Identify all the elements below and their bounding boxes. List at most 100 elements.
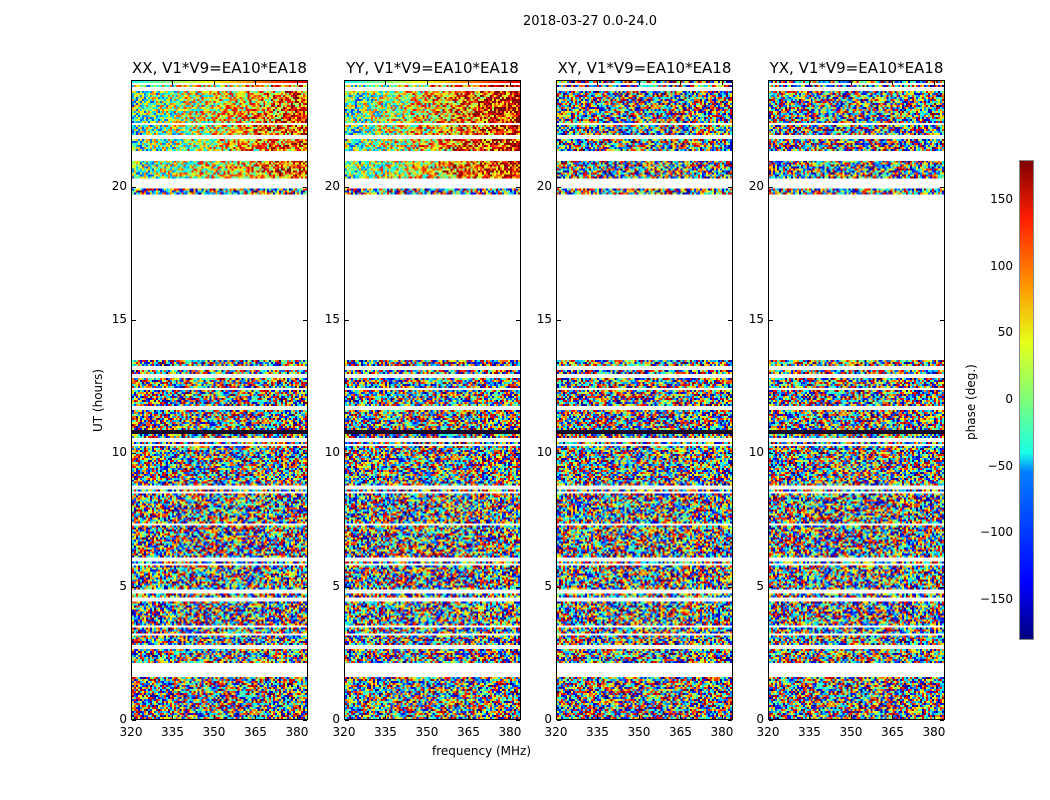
y-tick-label: 10 — [324, 445, 340, 460]
x-tick-mark — [172, 81, 174, 85]
x-tick-label: 350 — [839, 725, 863, 739]
y-tick-label: 10 — [748, 445, 764, 460]
y-tick-label: 15 — [536, 312, 552, 326]
x-tick-label: 365 — [457, 725, 480, 739]
y-tick-mark — [557, 720, 561, 721]
x-tick-mark — [556, 81, 557, 85]
y-tick-mark — [728, 186, 732, 188]
x-tick-label: 350 — [627, 725, 651, 739]
x-tick-label: 380 — [285, 725, 309, 739]
colorbar-tick-label: 100 — [990, 258, 1013, 273]
x-tick-mark — [809, 81, 811, 85]
x-tick-mark — [892, 715, 894, 719]
x-tick-mark — [892, 81, 894, 85]
y-tick-label: 0 — [544, 712, 552, 726]
panel-title: XX, V1*V9=EA10*EA18 — [132, 59, 307, 77]
x-tick-mark — [638, 81, 640, 85]
y-tick-mark — [132, 720, 136, 721]
x-tick-mark — [172, 715, 174, 719]
x-tick-mark — [296, 715, 298, 719]
x-tick-mark — [131, 81, 132, 85]
x-tick-label: 350 — [202, 725, 226, 739]
y-tick-mark — [303, 720, 307, 721]
x-tick-mark — [597, 715, 599, 719]
figure-title: 2018-03-27 0.0-24.0 — [523, 14, 657, 29]
x-tick-mark — [850, 715, 852, 719]
panel-title: YY, V1*V9=EA10*EA18 — [346, 59, 519, 77]
y-tick-mark — [303, 586, 307, 588]
x-tick-label: 335 — [161, 725, 184, 739]
y-tick-mark — [940, 186, 944, 188]
y-tick-mark — [769, 720, 773, 721]
colorbar-label: phase (deg.) — [964, 364, 978, 440]
x-tick-mark — [768, 81, 769, 85]
x-tick-label: 365 — [669, 725, 692, 739]
x-tick-mark — [468, 715, 470, 719]
y-tick-mark — [769, 320, 773, 321]
panel-title: XY, V1*V9=EA10*EA18 — [557, 59, 732, 77]
y-tick-label: 5 — [332, 578, 340, 593]
x-tick-label: 365 — [881, 725, 904, 739]
y-tick-mark — [345, 586, 349, 588]
x-tick-label: 380 — [710, 725, 734, 739]
y-tick-mark — [940, 453, 944, 455]
y-tick-label: 20 — [536, 178, 552, 193]
y-tick-label: 20 — [111, 178, 127, 193]
x-tick-mark — [933, 715, 935, 719]
x-tick-label: 335 — [374, 725, 397, 739]
x-tick-mark — [426, 81, 428, 85]
y-tick-mark — [557, 186, 561, 188]
x-tick-label: 350 — [415, 725, 439, 739]
y-tick-label: 5 — [756, 578, 764, 593]
y-tick-label: 5 — [544, 578, 552, 593]
colorbar-tick-label: −50 — [987, 458, 1013, 473]
colorbar-tick-label: −150 — [980, 592, 1013, 606]
x-tick-mark — [556, 715, 557, 719]
y-tick-mark — [516, 186, 520, 188]
y-tick-mark — [557, 453, 561, 455]
x-tick-label: 335 — [798, 725, 821, 739]
y-tick-label: 20 — [324, 178, 340, 193]
x-tick-mark — [597, 81, 599, 85]
x-tick-mark — [809, 715, 811, 719]
heatmap-panel — [344, 80, 521, 720]
x-tick-mark — [385, 81, 387, 85]
colorbar-tick-label: 150 — [990, 192, 1013, 206]
x-tick-mark — [213, 81, 215, 85]
y-tick-mark — [940, 586, 944, 588]
x-axis-label: frequency (MHz) — [432, 744, 532, 758]
x-tick-mark — [638, 715, 640, 719]
y-tick-label: 0 — [756, 712, 764, 726]
y-tick-mark — [516, 453, 520, 455]
y-tick-label: 15 — [748, 312, 764, 326]
y-tick-mark — [516, 720, 520, 721]
heatmap-panel — [768, 80, 945, 720]
y-tick-mark — [557, 320, 561, 321]
x-tick-label: 320 — [756, 725, 780, 739]
heatmap-cells — [345, 81, 520, 719]
colorbar-tick-label: 50 — [997, 325, 1013, 340]
y-tick-mark — [769, 453, 773, 455]
y-tick-mark — [940, 320, 944, 321]
x-tick-mark — [296, 81, 298, 85]
y-tick-label: 10 — [111, 445, 127, 460]
x-tick-label: 335 — [586, 725, 609, 739]
y-tick-mark — [728, 453, 732, 455]
x-tick-mark — [680, 715, 682, 719]
y-tick-mark — [769, 186, 773, 188]
x-tick-mark — [344, 715, 345, 719]
y-tick-label: 15 — [324, 312, 340, 326]
x-tick-label: 320 — [332, 725, 356, 739]
x-tick-mark — [131, 715, 132, 719]
x-tick-label: 320 — [544, 725, 568, 739]
x-tick-label: 320 — [119, 725, 143, 739]
y-tick-mark — [516, 320, 520, 321]
x-tick-mark — [426, 715, 428, 719]
x-tick-mark — [255, 81, 257, 85]
panel-title: YX, V1*V9=EA10*EA18 — [769, 59, 944, 77]
y-tick-label: 10 — [536, 445, 552, 460]
heatmap-panel — [131, 80, 308, 720]
y-tick-mark — [516, 586, 520, 588]
y-tick-mark — [345, 186, 349, 188]
y-tick-mark — [132, 586, 136, 588]
